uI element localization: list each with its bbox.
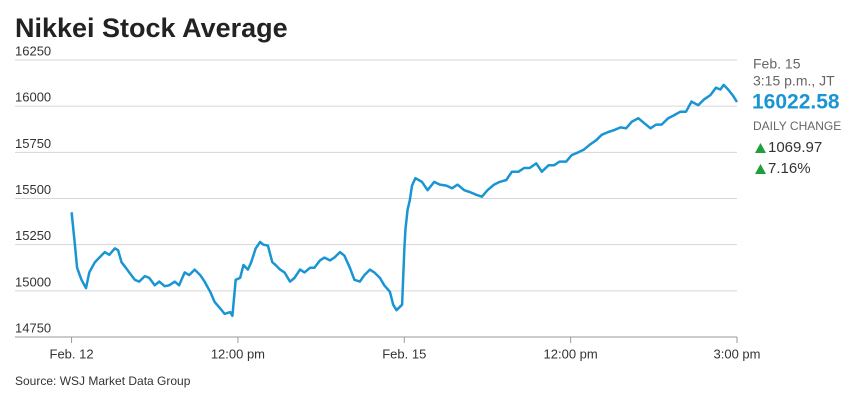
x-tick-label: 3:00 pm: [714, 346, 761, 361]
readout-change: 1069.97: [768, 139, 822, 156]
x-tick-label: Feb. 15: [382, 346, 426, 361]
up-arrow: [755, 164, 766, 174]
source: Source: WSJ Market Data Group: [15, 374, 191, 388]
readout-date: Feb. 15: [753, 56, 801, 72]
chart-title: Nikkei Stock Average: [15, 13, 288, 43]
y-tick-label: 16000: [15, 90, 51, 105]
price-line: [70, 83, 739, 318]
y-tick-label: 15250: [15, 228, 51, 243]
readout-change-label: DAILY CHANGE: [753, 119, 841, 133]
x-tick-label: 12:00 pm: [544, 346, 598, 361]
readout-change-pct: 7.16%: [768, 160, 811, 177]
readout-time: 3:15 p.m., JT: [753, 73, 835, 89]
readout-last: 16022.58: [752, 91, 840, 114]
y-tick-label: 16250: [15, 43, 51, 58]
y-tick-label: 15500: [15, 182, 51, 197]
x-tick-label: Feb. 12: [50, 346, 94, 361]
up-arrow: [755, 143, 766, 153]
y-tick-label: 14750: [15, 320, 51, 335]
y-tick-label: 15000: [15, 274, 51, 289]
x-tick-label: 12:00 pm: [211, 346, 265, 361]
y-tick-label: 15750: [15, 136, 51, 151]
